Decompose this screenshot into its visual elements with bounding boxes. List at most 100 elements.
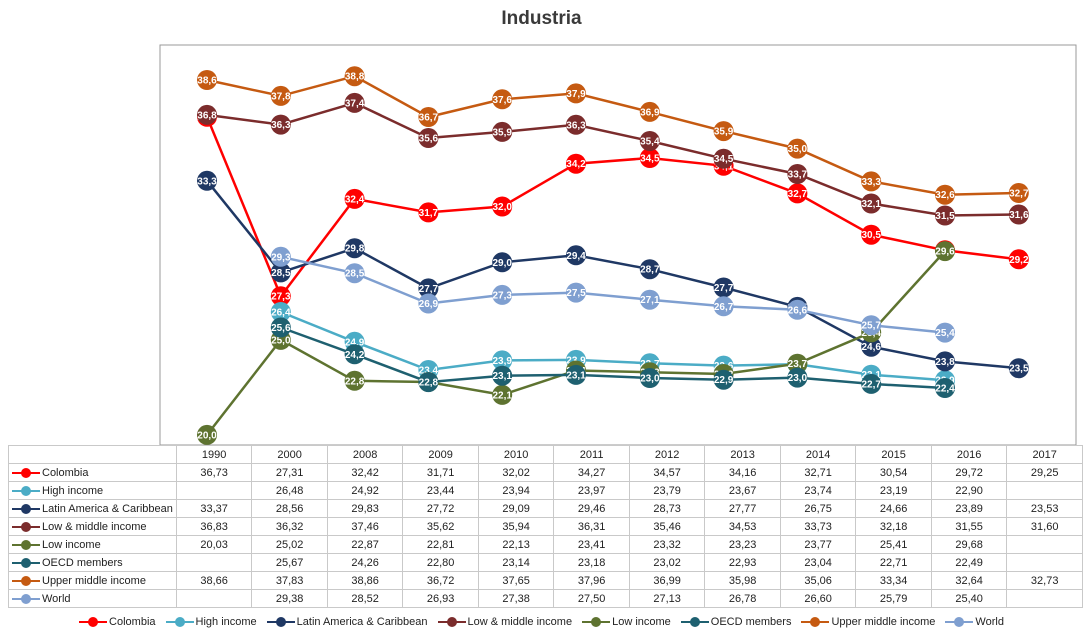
data-label: 36,7 [419, 113, 439, 124]
legend-label: Low & middle income [467, 616, 573, 628]
data-label: 24,2 [345, 350, 365, 361]
table-cell: 23,14 [477, 553, 555, 572]
table-cell: 25,02 [251, 535, 328, 554]
table-cell: 35,94 [477, 517, 555, 536]
table-cell: 23,89 [930, 499, 1008, 518]
data-label: 20,0 [197, 430, 217, 441]
data-label: 22,9 [714, 375, 734, 386]
data-point [566, 153, 586, 174]
legend-item: Latin America & Caribbean [266, 616, 428, 628]
series-swatch-icon [12, 575, 40, 586]
table-cell: 33,34 [855, 571, 932, 590]
data-point [639, 368, 660, 388]
data-label: 34,2 [566, 159, 586, 170]
data-point [344, 188, 365, 209]
table-cell: 36,83 [175, 517, 253, 536]
data-point [418, 202, 439, 223]
data-point [492, 384, 513, 405]
data-point [492, 121, 513, 142]
data-label: 22,7 [861, 379, 881, 390]
data-point [1008, 249, 1029, 270]
data-label: 28,5 [271, 268, 291, 279]
data-label: 33,3 [861, 177, 881, 188]
data-label: 22,8 [419, 378, 439, 389]
data-label: 23,5 [1009, 364, 1029, 375]
data-point [492, 284, 513, 305]
data-point [639, 289, 660, 310]
table-cell [175, 481, 253, 500]
data-point [787, 353, 808, 374]
table-cell: 26,60 [779, 589, 857, 608]
table-cell: 20,03 [175, 535, 253, 554]
data-point [566, 83, 586, 104]
table-cell: 27,72 [402, 499, 479, 518]
data-label: 27,5 [566, 288, 586, 299]
data-point [566, 245, 586, 266]
series-name: World [42, 592, 71, 605]
table-cell: 26,93 [402, 589, 479, 608]
table-cell: 36,99 [628, 571, 706, 590]
table-cell: 27,50 [553, 589, 630, 608]
table-cell: 22,71 [855, 553, 932, 572]
table-cell: 30,54 [855, 463, 932, 482]
data-point [270, 286, 291, 307]
table-cell: 27,38 [477, 589, 555, 608]
data-label: 23,0 [640, 374, 660, 385]
table-row: Colombia 36,73 27,31 32,42 31,71 32,02 34,27 34… [8, 463, 1083, 482]
legend-label: World [975, 616, 1004, 628]
series-name: Latin America & Caribbean [42, 502, 173, 515]
data-point [418, 107, 439, 127]
data-label: 23,7 [788, 359, 808, 370]
data-point [861, 224, 882, 245]
table-cell: 34,53 [704, 517, 781, 536]
table-cell: 24,92 [326, 481, 404, 500]
table-corner-cell [8, 445, 177, 464]
table-cell: 24,66 [855, 499, 932, 518]
table-cell: 23,94 [477, 481, 555, 500]
data-point [861, 373, 882, 394]
series-swatch-icon [12, 593, 40, 604]
data-label: 29,6 [935, 247, 955, 258]
data-label: 38,8 [345, 72, 365, 83]
series-name-cell: World [8, 589, 177, 608]
table-cell: 23,23 [704, 535, 781, 554]
data-label: 36,9 [640, 107, 660, 118]
table-cell: 23,44 [402, 481, 479, 500]
data-label: 32,0 [492, 202, 512, 213]
data-label: 23,4 [419, 366, 439, 377]
table-cell: 32,73 [1006, 571, 1083, 590]
table-row: Latin America & Caribbean 33,37 28,56 29,83… [8, 499, 1083, 518]
table-cell: 23,19 [855, 481, 932, 500]
series-swatch-icon [437, 617, 466, 628]
table-cell: 28,56 [251, 499, 328, 518]
data-label: 26,4 [271, 308, 291, 319]
series-name: Low income [42, 538, 101, 551]
table-cell: 33,73 [779, 517, 857, 536]
tick-label: 2011 [553, 445, 630, 464]
data-point [566, 114, 586, 135]
table-cell: 22,93 [704, 553, 781, 572]
tick-label: 2017 [1006, 445, 1083, 464]
legend-item: High income [165, 616, 257, 628]
data-label: 38,6 [197, 76, 217, 87]
table-cell [1006, 535, 1083, 554]
data-label: 29,4 [566, 251, 586, 262]
data-label: 22,4 [935, 384, 955, 395]
table-cell [1006, 481, 1083, 500]
data-point [1008, 204, 1029, 225]
table-cell: 23,97 [553, 481, 630, 500]
table-cell: 36,73 [175, 463, 253, 482]
data-point [197, 170, 217, 191]
data-label: 37,4 [345, 98, 365, 109]
data-label: 29,8 [345, 244, 365, 255]
data-point [639, 131, 660, 151]
data-label: 35,4 [640, 137, 660, 148]
legend-item: Colombia [79, 616, 156, 628]
data-label: 27,7 [419, 284, 439, 295]
data-point [639, 101, 660, 122]
table-cell: 29,68 [930, 535, 1008, 554]
data-label: 22,1 [492, 390, 512, 401]
tick-label: 2009 [402, 445, 479, 464]
data-point [344, 344, 365, 365]
